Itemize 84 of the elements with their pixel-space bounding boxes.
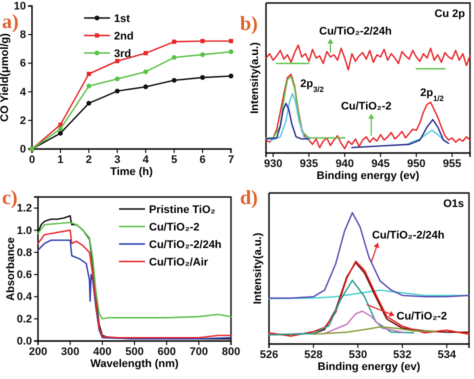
point (86, 84, 92, 88)
annotation: 2p$_{3/2}$ (300, 78, 324, 94)
y-axis-title: CO Yield(μmol/g) (0, 32, 11, 122)
x-tick-label: 532 (393, 348, 412, 361)
x-tick-label: 2 (86, 154, 92, 166)
x-axis-title: Wavelength (nm) (90, 358, 179, 370)
y-tick-label: 0 (20, 144, 26, 156)
x-tick-label: 500 (125, 346, 144, 358)
annotation: Cu/TiO₂-2 (340, 100, 392, 113)
legend-label: Cu/TiO₂-2/24h (149, 239, 222, 251)
point (114, 88, 120, 94)
y-tick-label: 0.0 (16, 336, 32, 348)
point (144, 51, 148, 56)
y-axis-title: Intensity(a.u.) (249, 42, 261, 114)
point (172, 40, 176, 44)
x-tick-label: 800 (222, 346, 240, 358)
y-tick-label: 2 (20, 114, 26, 127)
x-axis-title: Binding energy (ev) (318, 361, 421, 373)
x-tick-label: 935 (300, 158, 318, 170)
y-tick-label: 0.2 (16, 313, 32, 326)
chart-title: d) (240, 187, 258, 209)
point (58, 130, 63, 136)
chart-title: a) (2, 11, 19, 33)
y-axis-title: Absorbance (5, 237, 17, 301)
point (58, 126, 63, 132)
text: O1s (443, 198, 464, 210)
legend-label: Cu/TiO₂/Air (149, 256, 209, 268)
text: Cu 2p (434, 8, 466, 20)
legend-label: 2nd (114, 30, 134, 42)
y-tick-label: 6 (20, 58, 26, 70)
x-tick-label: 530 (348, 348, 368, 361)
point (228, 74, 234, 78)
legend-label: Cu/TiO₂-2 (149, 222, 200, 234)
annotation: Cu/TiO₂-2/24h (319, 26, 392, 38)
x-tick-label: 4 (142, 154, 150, 166)
y-tick-label: 1.2 (16, 202, 32, 215)
x-tick-label: 5 (171, 154, 178, 166)
point (143, 69, 148, 74)
point (143, 84, 148, 90)
y-axis-title: Intensity(a.u.) (252, 232, 264, 304)
y-tick-label: 0.4 (16, 291, 33, 304)
y-tick-label: 0.8 (16, 246, 32, 259)
x-tick-label: 930 (264, 158, 282, 170)
annotation: 2p$_{1/2}$ (420, 87, 444, 102)
point (200, 75, 205, 80)
annotation: Cu/TiO₂-2/24h (372, 230, 445, 242)
x-tick-label: 945 (371, 158, 390, 170)
y-tick-label: 1.0 (16, 224, 32, 237)
x-tick-label: 400 (93, 346, 112, 358)
x-tick-label: 526 (260, 348, 278, 361)
x-tick-label: 200 (28, 346, 48, 358)
x-tick-label: 940 (336, 158, 354, 170)
point (86, 100, 92, 106)
x-axis-title: Time (h) (110, 166, 154, 178)
legend-label: 3rd (114, 48, 132, 60)
line-series (37, 222, 232, 320)
point (172, 55, 177, 60)
y-tick-label: 10 (14, 0, 26, 13)
x-tick-label: 700 (190, 346, 208, 358)
point (86, 72, 91, 76)
annotation: Cu/TiO₂-2 (396, 310, 448, 323)
x-tick-label: 3 (114, 154, 120, 166)
x-tick-label: 534 (438, 348, 457, 361)
x-tick-label: 600 (157, 346, 176, 358)
point (200, 52, 205, 58)
x-tick-label: 955 (442, 158, 462, 170)
point (115, 58, 120, 64)
y-tick-label: 8 (20, 29, 26, 42)
chart-title: c) (2, 187, 18, 209)
point (114, 76, 120, 82)
x-tick-label: 7 (228, 154, 234, 166)
x-tick-label: 950 (407, 158, 426, 170)
x-tick-label: 528 (304, 348, 323, 361)
x-tick-label: 1 (57, 154, 64, 166)
point (172, 78, 177, 83)
legend-label: 1st (114, 13, 130, 25)
x-tick-label: 6 (200, 154, 206, 166)
x-tick-label: 300 (60, 346, 80, 358)
legend-label: Pristine TiO₂ (149, 204, 216, 216)
y-tick-label: 4 (20, 86, 27, 98)
y-tick-label: 0.6 (16, 269, 32, 282)
x-axis-title: Binding energy (ev) (316, 170, 420, 182)
chart-title: b) (240, 13, 258, 35)
point (228, 49, 234, 54)
